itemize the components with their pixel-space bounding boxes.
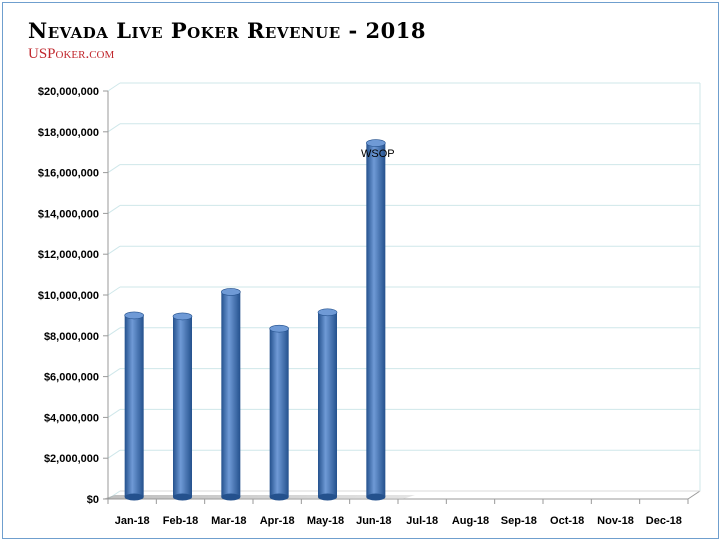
gridline-side [107, 123, 121, 133]
chart-title: Nevada Live Poker Revenue - 2018 [28, 18, 426, 43]
x-tick-label: Feb-18 [163, 515, 198, 527]
annotation-label: WSOP [361, 148, 395, 160]
gridline-side [107, 82, 121, 92]
x-tick-label: Apr-18 [260, 515, 295, 527]
gridline-side [107, 245, 121, 255]
y-tick-labels: $0 $2,000,000 $4,000,000 $6,000,000 $8,000,0… [38, 86, 99, 506]
x-tick-label: Dec-18 [646, 515, 682, 527]
bar-top [221, 288, 241, 296]
x-tick-label: Aug-18 [452, 515, 489, 527]
bar-base [269, 493, 289, 501]
bar-body [173, 316, 192, 497]
bar-body [269, 328, 289, 497]
bar-base [221, 493, 241, 501]
y-tick-label: $16,000,000 [38, 168, 99, 180]
gridline-side [107, 449, 121, 459]
x-tick-label: May-18 [307, 515, 344, 527]
annotations: WSOP [361, 148, 395, 160]
bar-top [317, 308, 338, 317]
bar [269, 324, 289, 501]
y-tick-label: $18,000,000 [38, 127, 99, 139]
bar-base [173, 493, 192, 501]
gridline-side [107, 368, 121, 378]
gridline-side [107, 204, 121, 214]
source-label: USPoker.com [28, 46, 115, 62]
y-tick-label: $14,000,000 [38, 208, 99, 220]
bar-top [269, 324, 289, 333]
y-tick-label: $2,000,000 [44, 453, 99, 465]
x-tick-label: Jan-18 [115, 515, 150, 527]
bar-base [366, 493, 386, 501]
x-tick-label: Nov-18 [597, 515, 634, 527]
y-tick-label: $4,000,000 [44, 412, 99, 424]
y-tick-label: $20,000,000 [38, 86, 99, 98]
gridline-side [107, 327, 121, 337]
bar-top [172, 312, 193, 321]
bar-top [124, 311, 144, 320]
x-tick-label: Oct-18 [550, 515, 584, 527]
y-tick-label: $10,000,000 [38, 290, 99, 302]
bar [366, 139, 386, 501]
x-tick-labels: Jan-18 Feb-18 Mar-18 Apr-18 May-18 Jun-18 Jul-… [115, 515, 682, 527]
x-tick-label: Jun-18 [356, 515, 391, 527]
bar-base [318, 493, 337, 501]
bar [317, 308, 338, 501]
gridline-side [107, 408, 121, 418]
bar-body [318, 312, 337, 497]
y-tick-label: $0 [87, 494, 99, 506]
bar-body [366, 143, 386, 497]
gridline-side [107, 164, 121, 174]
bar-body [124, 315, 144, 497]
gridline-side [107, 286, 121, 296]
bar [172, 312, 193, 501]
y-tick-label: $12,000,000 [38, 249, 99, 261]
bar [124, 311, 144, 501]
x-tick-label: Jul-18 [406, 515, 438, 527]
bar-body [221, 291, 241, 497]
bar [221, 288, 241, 501]
x-tick-label: Sep-18 [501, 515, 537, 527]
axes [103, 90, 701, 504]
bars [103, 139, 415, 501]
gridlines [107, 82, 701, 500]
x-tick-label: Mar-18 [211, 515, 246, 527]
floor-edge [687, 490, 701, 500]
bar-base [124, 493, 144, 501]
y-tick-label: $8,000,000 [44, 331, 99, 343]
bar-top [366, 139, 386, 147]
y-tick-label: $6,000,000 [44, 372, 99, 384]
